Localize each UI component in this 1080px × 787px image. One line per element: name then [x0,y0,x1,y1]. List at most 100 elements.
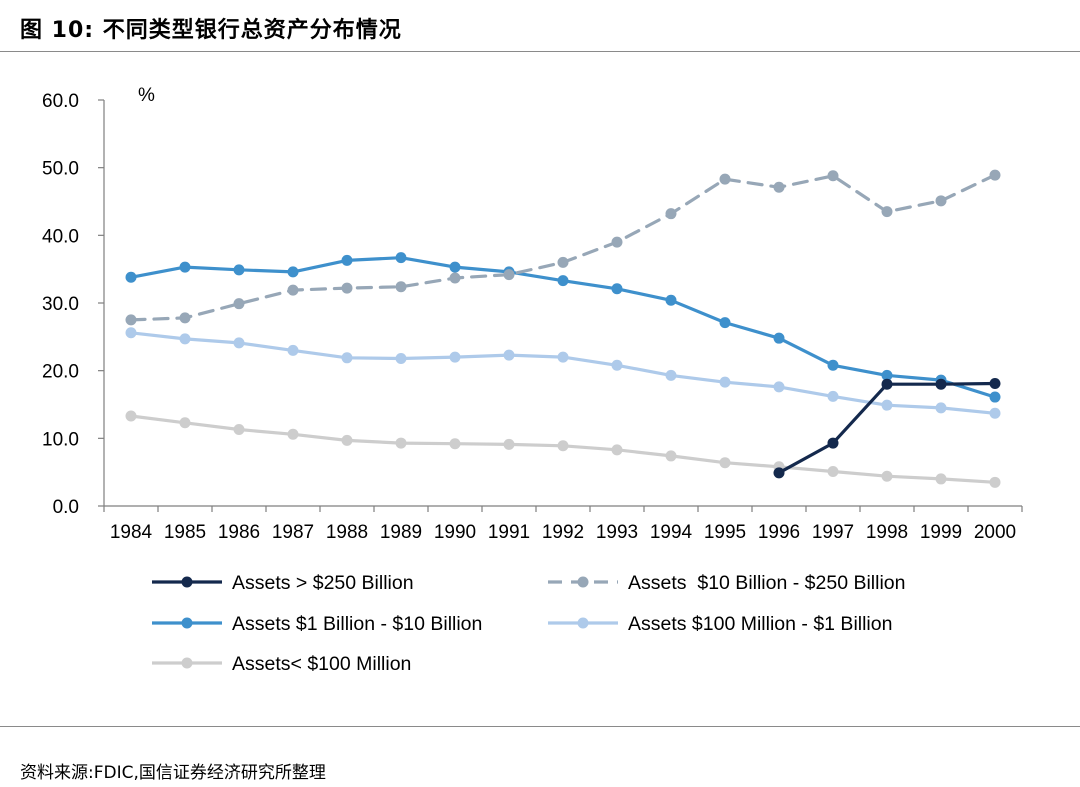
data-point [449,438,461,450]
data-point [827,170,839,182]
data-point [179,417,191,429]
source-note: 资料来源:FDIC,国信证券经济研究所整理 [20,763,326,783]
chart-series [125,169,1001,488]
data-point [665,294,677,306]
data-point [611,444,623,456]
legend-swatch-marker [181,617,193,629]
data-point [233,424,245,436]
data-point [773,181,785,193]
x-tick-label: 1999 [920,522,962,543]
data-point [557,351,569,363]
data-point [719,457,731,469]
data-point [611,283,623,295]
chart-legend: Assets > $250 Billion Assets $10 Billion … [152,572,906,675]
data-point [881,378,893,390]
data-point [881,369,893,381]
data-point [179,312,191,324]
data-point [395,352,407,364]
x-tick-label: 1993 [596,522,638,543]
y-tick-label: 10.0 [42,429,79,450]
legend-label: Assets< $100 Million [232,653,411,675]
data-point [557,256,569,268]
data-point [827,465,839,477]
data-point [395,437,407,449]
legend-item: Assets< $100 Million [152,653,411,675]
x-tick-label: 2000 [974,522,1016,543]
data-point [341,282,353,294]
data-point [341,434,353,446]
data-point [881,470,893,482]
y-tick-label: 30.0 [42,294,79,315]
y-tick-label: 50.0 [42,159,79,180]
title-divider [0,51,1080,52]
data-point [827,390,839,402]
data-point [881,399,893,411]
data-point [827,437,839,449]
data-point [179,261,191,273]
x-tick-label: 1996 [758,522,800,543]
data-point [341,254,353,266]
y-unit-label: % [138,85,155,106]
legend-swatch-marker [577,617,589,629]
footer-divider [0,726,1080,727]
data-point [665,369,677,381]
legend-label: Assets $10 Billion - $250 Billion [628,572,906,594]
chart-axes: 0.0 10.0 20.0 30.0 40.0 50.0 60.0 % 1984 1985 1986… [42,85,1023,543]
data-point [125,314,137,326]
data-point [935,402,947,414]
x-tick-label: 1990 [434,522,476,543]
data-point [557,440,569,452]
x-tick-label: 1992 [542,522,584,543]
data-point [233,264,245,276]
data-point [989,378,1001,390]
data-point [233,337,245,349]
legend-item: Assets $10 Billion - $250 Billion [548,572,906,594]
data-point [665,450,677,462]
series-3 [125,252,1001,403]
data-point [773,381,785,393]
x-tick-label: 1995 [704,522,746,543]
x-tick-label: 1987 [272,522,314,543]
series-4 [125,327,1001,419]
data-point [125,327,137,339]
series-2 [125,169,1001,326]
x-tick-label: 1994 [650,522,693,543]
data-point [773,467,785,479]
y-tick-label: 60.0 [42,91,79,112]
data-point [341,352,353,364]
x-tick-label: 1984 [110,522,153,543]
x-tick-label: 1989 [380,522,422,543]
data-point [503,438,515,450]
x-tick-label: 1997 [812,522,854,543]
x-tick-label: 1986 [218,522,260,543]
data-point [665,208,677,220]
data-point [773,332,785,344]
data-point [935,378,947,390]
data-point [719,317,731,329]
data-point [287,284,299,296]
data-point [395,281,407,293]
data-point [557,275,569,287]
data-point [125,410,137,422]
series-1 [773,378,1001,479]
series-line [129,331,997,415]
data-point [503,269,515,281]
y-tick-label: 20.0 [42,362,79,383]
legend-item: Assets $1 Billion - $10 Billion [152,613,482,635]
legend-swatch-marker [181,576,193,588]
data-point [719,173,731,185]
y-tick-label: 0.0 [53,497,79,518]
data-point [233,298,245,310]
legend-swatch-marker [181,657,193,669]
data-point [935,473,947,485]
x-tick-label: 1985 [164,522,206,543]
data-point [719,376,731,388]
data-point [287,344,299,356]
series-5 [125,410,1001,488]
series-line [129,173,997,322]
data-point [611,236,623,248]
legend-swatch-marker [577,576,589,588]
data-point [449,261,461,273]
series-line [777,381,997,475]
